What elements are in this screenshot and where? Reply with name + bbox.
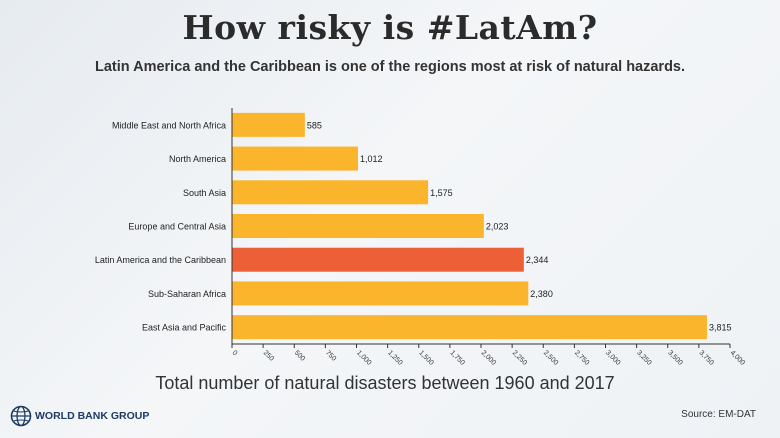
x-tick-label-4: 1,000: [355, 349, 372, 366]
source-note: Source: EM-DAT: [681, 409, 756, 420]
data-label-2: 1,575: [430, 188, 453, 198]
x-tick-label-8: 2,000: [480, 349, 497, 366]
x-tick-label-0: 0: [231, 349, 239, 357]
x-tick-label-3: 750: [324, 349, 337, 362]
category-label-1: North America: [169, 154, 226, 164]
category-label-0: Middle East and North Africa: [112, 120, 226, 130]
x-axis-label: Total number of natural disasters betwee…: [155, 373, 615, 393]
category-label-2: South Asia: [183, 188, 226, 198]
chart-subtitle: Latin America and the Caribbean is one o…: [94, 59, 686, 75]
x-tick-label-15: 3,750: [697, 349, 714, 366]
x-tick-label-7: 1,750: [448, 349, 465, 366]
x-tick-label-16: 4,000: [729, 349, 746, 366]
bar-2: [232, 180, 429, 205]
bar-1: [232, 146, 358, 171]
logo-text: WORLD BANK GROUP: [35, 410, 150, 422]
data-label-6: 3,815: [709, 323, 732, 333]
bar-5: [232, 281, 529, 306]
category-label-6: East Asia and Pacific: [142, 323, 227, 333]
x-tick-label-13: 3,250: [635, 349, 652, 366]
world-bank-logo: WORLD BANK GROUP: [10, 405, 149, 427]
x-tick-label-5: 1,250: [386, 349, 403, 366]
globe-icon: [10, 405, 32, 427]
data-label-1: 1,012: [360, 154, 383, 164]
x-tick-label-11: 2,750: [573, 349, 590, 366]
category-label-4: Latin America and the Caribbean: [95, 255, 226, 265]
x-tick-label-10: 2,500: [542, 349, 559, 366]
data-label-0: 585: [307, 120, 322, 130]
category-label-5: Sub-Saharan Africa: [148, 289, 226, 299]
x-tick-label-9: 2,250: [511, 349, 528, 366]
bar-4: [232, 247, 524, 272]
x-tick-label-6: 1,500: [417, 349, 434, 366]
x-tick-label-14: 3,500: [666, 349, 683, 366]
bar-3: [232, 214, 484, 238]
data-label-5: 2,380: [530, 289, 553, 299]
data-label-4: 2,344: [526, 255, 549, 265]
data-label-3: 2,023: [486, 222, 509, 232]
bar-0: [232, 112, 305, 137]
x-tick-label-2: 500: [293, 349, 306, 362]
chart-title: How risky is #LatAm?: [182, 8, 598, 47]
bar-6: [232, 315, 707, 340]
category-label-3: Europe and Central Asia: [128, 222, 226, 232]
x-tick-label-12: 3,000: [604, 349, 621, 366]
x-tick-label-1: 250: [262, 349, 275, 362]
